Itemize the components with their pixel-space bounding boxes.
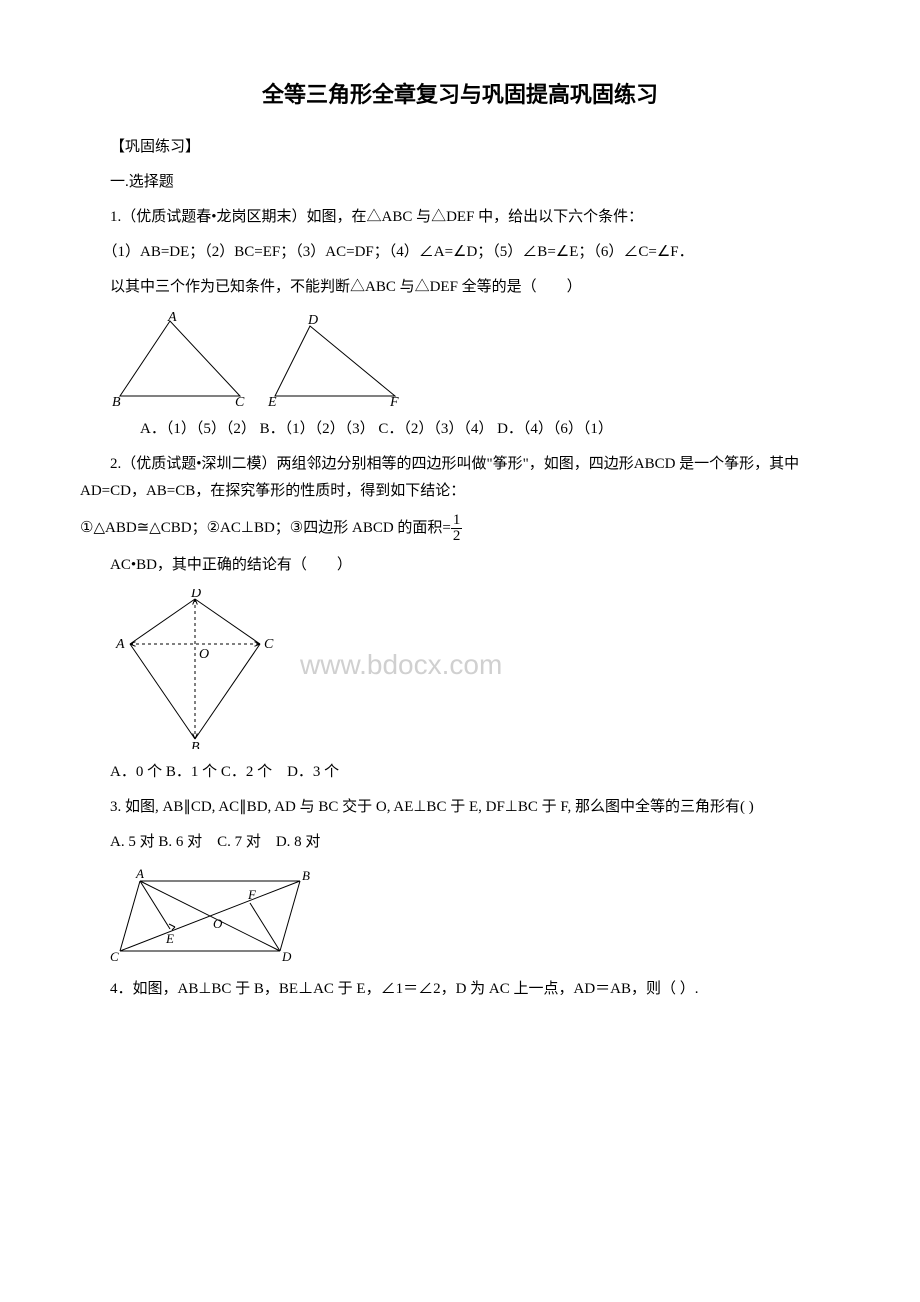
q1-conditions: （1）AB=DE；（2）BC=EF；（3）AC=DF；（4）∠A=∠D；（5）∠… <box>80 239 840 266</box>
svg-text:D: D <box>190 589 201 601</box>
svg-text:C: C <box>264 637 274 652</box>
section-practice-heading: 【巩固练习】 <box>80 134 840 161</box>
q1-figure: A B C D E F <box>110 311 840 406</box>
svg-text:E: E <box>267 395 277 406</box>
section-choice-heading: 一.选择题 <box>80 169 840 196</box>
q2-stem-b-prefix: ①△ABD≅△CBD；②AC⊥BD；③四边形 ABCD 的面积= <box>80 520 451 536</box>
svg-text:O: O <box>199 647 209 662</box>
svg-text:A: A <box>135 866 144 881</box>
q3-figure: A B C D O E F <box>110 866 840 966</box>
svg-text:E: E <box>165 931 174 946</box>
svg-text:F: F <box>247 887 257 902</box>
q2-stem-a: 2.（优质试题•深圳二模）两组邻边分别相等的四边形叫做"筝形"，如图，四边形AB… <box>80 451 840 505</box>
q2-stem-c: AC•BD，其中正确的结论有（ ） <box>80 552 840 579</box>
svg-text:A: A <box>167 311 177 325</box>
q2-figure: D A C B O <box>110 589 840 749</box>
q3-options: A. 5 对 B. 6 对 C. 7 对 D. 8 对 <box>80 829 840 856</box>
svg-text:B: B <box>302 868 310 883</box>
q1-options: A．（1）（5）（2） B．（1）（2）（3） C．（2）（3）（4） D．（4… <box>80 416 840 443</box>
q1-ask: 以其中三个作为已知条件，不能判断△ABC 与△DEF 全等的是（ ） <box>80 274 840 301</box>
q2-stem-b: ①△ABD≅△CBD；②AC⊥BD；③四边形 ABCD 的面积=12 <box>80 513 840 544</box>
svg-text:A: A <box>115 637 125 652</box>
svg-text:D: D <box>281 949 292 964</box>
q3-stem: 3. 如图, AB∥CD, AC∥BD, AD 与 BC 交于 O, AE⊥BC… <box>80 794 840 821</box>
svg-text:O: O <box>213 916 223 931</box>
q2-options: A．0 个 B．1 个 C．2 个 D．3 个 <box>80 759 840 786</box>
svg-text:B: B <box>191 740 200 749</box>
q1-stem: 1.（优质试题春•龙岗区期末）如图，在△ABC 与△DEF 中，给出以下六个条件… <box>80 204 840 231</box>
svg-text:C: C <box>110 949 119 964</box>
page-title: 全等三角形全章复习与巩固提高巩固练习 <box>80 75 840 115</box>
fraction-half: 12 <box>451 513 463 544</box>
svg-text:D: D <box>307 313 318 328</box>
q4-stem: 4．如图，AB⊥BC 于 B，BE⊥AC 于 E，∠1＝∠2，D 为 AC 上一… <box>80 976 840 1003</box>
svg-text:F: F <box>389 395 399 406</box>
svg-text:C: C <box>235 395 245 406</box>
svg-text:B: B <box>112 395 121 406</box>
